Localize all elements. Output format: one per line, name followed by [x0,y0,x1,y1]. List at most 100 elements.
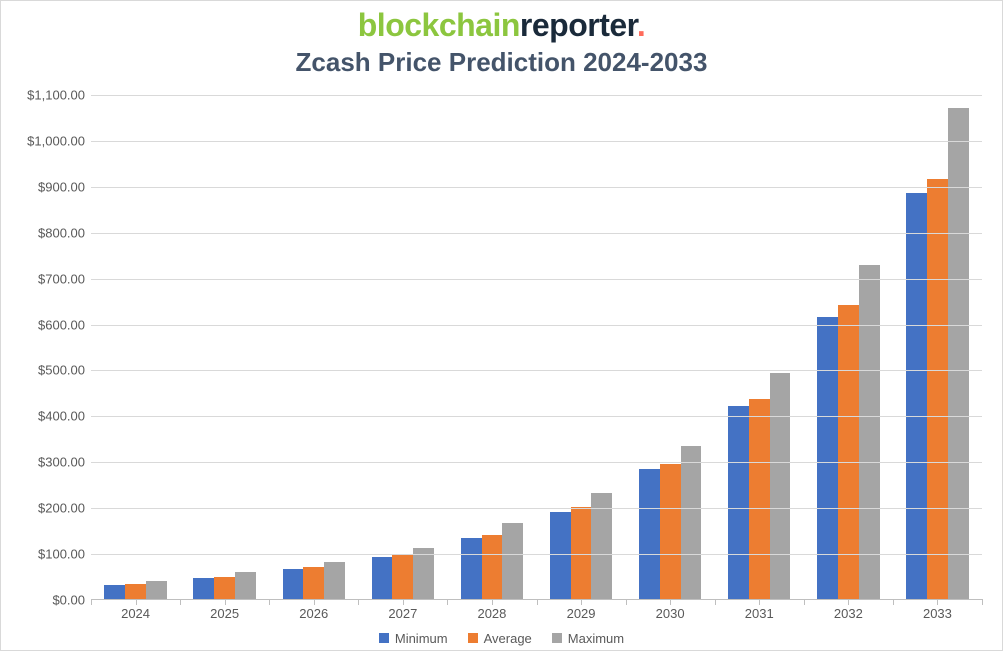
x-boundary-tick [537,599,538,605]
x-boundary-tick [982,599,983,605]
bar-group [461,95,523,599]
legend-label: Average [484,631,532,646]
gridline [91,554,982,555]
bar-average [927,179,948,599]
x-tick-label: 2027 [388,606,417,621]
bar-minimum [193,578,214,599]
x-boundary-tick [893,599,894,605]
bar-minimum [639,469,660,599]
bar-average [214,577,235,599]
x-axis: 2024202520262027202820292030203120322033 [91,599,982,619]
gridline [91,95,982,96]
y-tick-label: $1,000.00 [27,133,91,148]
legend-label: Maximum [568,631,624,646]
x-boundary-tick [626,599,627,605]
plot-area: 2024202520262027202820292030203120322033… [91,95,982,600]
chart-container: blockchainreporter. Zcash Price Predicti… [0,0,1003,651]
gridline [91,187,982,188]
bar-maximum [502,523,523,599]
bar-minimum [728,406,749,599]
bar-group [193,95,255,599]
x-tick-label: 2029 [567,606,596,621]
y-tick-label: $600.00 [38,317,91,332]
brand-logo: blockchainreporter. [358,7,645,44]
y-tick-label: $700.00 [38,271,91,286]
x-tick-mark [848,599,849,605]
legend-label: Minimum [395,631,448,646]
bar-minimum [104,585,125,599]
bar-group [817,95,879,599]
y-tick-label: $100.00 [38,547,91,562]
x-boundary-tick [180,599,181,605]
y-tick-label: $800.00 [38,225,91,240]
chart-title: Zcash Price Prediction 2024-2033 [296,47,708,77]
bar-minimum [550,512,571,599]
bar-maximum [770,373,791,599]
bar-group [639,95,701,599]
bar-group [372,95,434,599]
bar-maximum [859,265,880,599]
x-tick-mark [136,599,137,605]
chart-title-wrap: Zcash Price Prediction 2024-2033 [1,47,1002,78]
bar-maximum [324,562,345,599]
logo-dot: . [637,7,645,43]
bar-maximum [413,548,434,599]
legend-swatch [468,633,478,643]
x-tick-label: 2024 [121,606,150,621]
y-tick-label: $0.00 [52,593,91,608]
bar-average [125,584,146,599]
bar-maximum [235,572,256,599]
gridline [91,233,982,234]
legend-swatch [379,633,389,643]
bar-minimum [372,557,393,599]
x-boundary-tick [715,599,716,605]
bar-maximum [948,108,969,599]
legend-swatch [552,633,562,643]
bar-average [482,535,503,599]
x-tick-label: 2028 [477,606,506,621]
x-boundary-tick [269,599,270,605]
bar-group [283,95,345,599]
x-tick-label: 2025 [210,606,239,621]
gridline [91,325,982,326]
x-tick-mark [225,599,226,605]
y-tick-label: $200.00 [38,501,91,516]
y-tick-label: $1,100.00 [27,88,91,103]
gridline [91,279,982,280]
bar-minimum [906,193,927,599]
gridline [91,508,982,509]
bar-average [749,399,770,599]
x-tick-mark [492,599,493,605]
legend-item: Average [468,631,532,646]
y-tick-label: $400.00 [38,409,91,424]
gridline [91,416,982,417]
logo-part-2: reporter [520,7,637,43]
x-boundary-tick [91,599,92,605]
logo-part-1: blockchain [358,7,520,43]
bar-average [392,554,413,599]
x-tick-mark [670,599,671,605]
x-tick-mark [403,599,404,605]
bar-groups [91,95,982,599]
x-tick-label: 2032 [834,606,863,621]
x-tick-label: 2033 [923,606,952,621]
legend-item: Maximum [552,631,624,646]
x-boundary-tick [358,599,359,605]
bar-minimum [817,317,838,599]
bar-minimum [461,538,482,599]
x-tick-mark [759,599,760,605]
gridline [91,462,982,463]
legend: Minimum Average Maximum [1,631,1002,647]
x-boundary-tick [804,599,805,605]
bar-maximum [681,446,702,599]
x-tick-label: 2026 [299,606,328,621]
x-boundary-tick [447,599,448,605]
x-tick-mark [937,599,938,605]
bar-minimum [283,569,304,599]
logo-wrap: blockchainreporter. [1,7,1002,44]
bar-group [550,95,612,599]
gridline [91,370,982,371]
bar-average [303,567,324,599]
bar-group [728,95,790,599]
gridline [91,141,982,142]
